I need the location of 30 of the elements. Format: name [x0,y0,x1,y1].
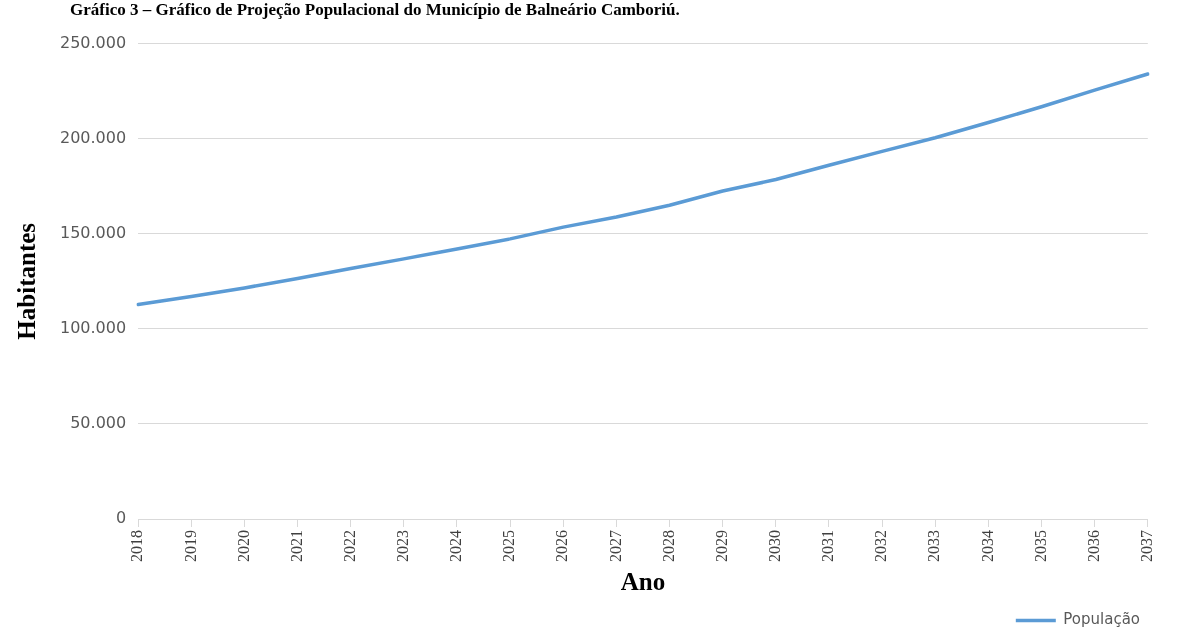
x-tick-label: 2027 [606,530,624,562]
x-axis-title: Ano [620,568,666,596]
x-tick-label: 2032 [872,530,890,562]
y-tick-label: 100.000 [59,318,127,337]
x-tick-label: 2021 [287,530,305,562]
x-tick-label: 2024 [447,530,465,562]
y-tick-label: 50.000 [70,413,127,433]
x-tick-label: 2034 [978,530,996,562]
x-tick-label: 2031 [819,530,837,562]
y-tick-label: 200.000 [59,127,127,147]
chart-title: Gráfico 3 – Gráfico de Projeção Populacional do Município de Balneário Camboriú. [69,0,681,21]
y-tick-label: 0 [115,508,127,528]
legend-label: População [1063,610,1141,629]
x-tick-label: 2018 [128,530,146,562]
y-tick-label: 250.000 [59,32,127,52]
x-tick-label: 2037 [1138,530,1155,562]
x-tick-label: 2020 [234,530,252,562]
x-tick-label: 2023 [394,530,412,562]
x-tick-label: 2035 [1031,530,1049,562]
x-tick-label: 2028 [659,530,677,562]
y-axis-title: Habitantes [13,222,41,340]
y-tick-label: 150.000 [59,222,127,242]
x-tick-label: 2029 [712,530,730,562]
x-tick-label: 2025 [500,530,518,562]
x-tick-label: 2022 [340,530,358,562]
x-tick-label: 2026 [553,530,571,562]
x-tick-label: 2036 [1084,530,1102,562]
x-tick-label: 2033 [925,530,943,562]
x-tick-label: 2030 [766,530,784,562]
x-tick-label: 2019 [181,530,199,562]
